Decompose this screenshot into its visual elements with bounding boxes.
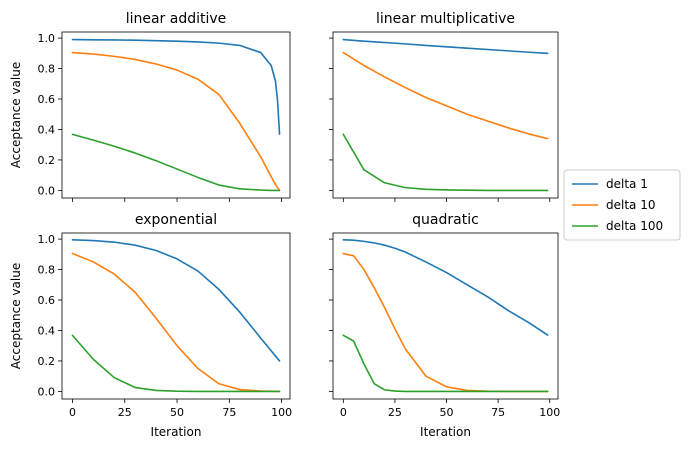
series-line-1 (342, 239, 549, 336)
series-line-2 (342, 252, 549, 393)
y-tick-label: 0.6 (38, 93, 56, 106)
legend-box (563, 169, 681, 241)
x-tick-label: 0 (69, 406, 76, 419)
x-tick-label: 25 (388, 406, 402, 419)
x-tick-label: 75 (491, 406, 505, 419)
panel-title: exponential (135, 212, 217, 228)
x-tick-label: 50 (440, 406, 454, 419)
y-axis-label: Acceptance value (9, 62, 23, 168)
x-tick-label: 100 (539, 406, 560, 419)
x-tick-label: 100 (271, 406, 292, 419)
series-line-2 (342, 51, 549, 140)
plot-frame (61, 232, 291, 400)
y-tick-label: 0.8 (38, 63, 56, 76)
y-axis-label: Acceptance value (9, 263, 23, 369)
y-tick-label: 1.0 (38, 32, 56, 45)
plot-frame (332, 232, 559, 400)
x-axis-label: Iteration (151, 425, 202, 439)
series-line-2 (71, 51, 281, 192)
legend: delta 1 delta 10 delta 100 (563, 169, 681, 241)
y-tick-label: 0.8 (38, 264, 56, 277)
x-tick-label: 25 (118, 406, 132, 419)
series-line-3 (342, 334, 549, 393)
legend-entry: delta 100 (606, 219, 663, 233)
series-line-2 (71, 252, 281, 393)
series-line-3 (71, 334, 281, 393)
plot-frame (61, 31, 291, 199)
y-tick-label: 0.6 (38, 294, 56, 307)
x-tick-label: 0 (340, 406, 347, 419)
series-line-3 (71, 133, 281, 192)
x-tick-label: 50 (170, 406, 184, 419)
y-tick-label: 0.2 (38, 355, 56, 368)
series-line-1 (342, 38, 549, 55)
y-tick-label: 0.0 (38, 184, 56, 197)
panel-1: 0.0 0.2 0.4 0.6 0.8 1.0 linear additive Accepta… (9, 11, 291, 202)
series-line-1 (71, 38, 281, 135)
x-axis-label: Iteration (420, 425, 471, 439)
y-tick-label: 1.0 (38, 233, 56, 246)
legend-entry: delta 10 (606, 198, 655, 212)
panel-title: quadratic (412, 212, 479, 228)
panel-title: linear multiplicative (376, 11, 515, 27)
x-tick-label: 75 (222, 406, 236, 419)
y-tick-label: 0.4 (38, 324, 56, 337)
series-line-1 (71, 239, 281, 362)
plot-frame (332, 31, 559, 199)
panel-2: linear multiplicative (329, 11, 559, 202)
panel-4: 0 25 50 75 100 quadratic Iteration (329, 212, 560, 439)
legend-entry: delta 1 (606, 177, 648, 191)
y-tick-label: 0.2 (38, 154, 56, 167)
y-tick-label: 0.0 (38, 385, 56, 398)
panel-3: 0 25 50 75 100 0.0 0.2 0.4 0.6 0.8 1.0 exponential I… (9, 212, 292, 439)
series-line-3 (342, 133, 549, 192)
y-tick-label: 0.4 (38, 123, 56, 136)
panel-title: linear additive (126, 11, 227, 27)
